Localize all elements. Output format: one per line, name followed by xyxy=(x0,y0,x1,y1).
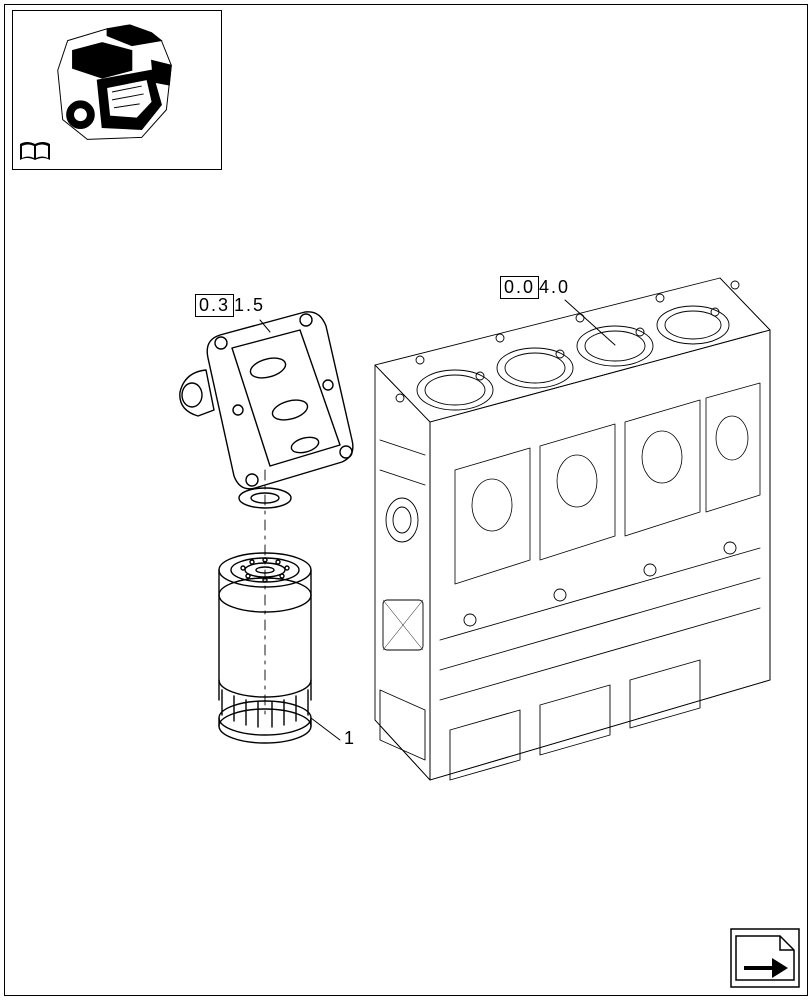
ref-label-0-31-5: 0.31.5 xyxy=(195,294,265,317)
ref-rest-1: 1.5 xyxy=(234,295,265,315)
ref-label-0-04-0: 0.04.0 xyxy=(500,276,570,299)
exploded-diagram xyxy=(0,0,812,1000)
callout-1: 1 xyxy=(344,728,354,749)
engine-block-drawing xyxy=(375,278,770,780)
next-page-icon[interactable] xyxy=(730,928,800,988)
filter-head-drawing xyxy=(180,312,353,508)
ref-boxed-2: 0.0 xyxy=(500,276,539,299)
ref-boxed-1: 0.3 xyxy=(195,294,234,317)
ref-rest-2: 4.0 xyxy=(539,277,570,297)
page: 0.31.5 0.04.0 1 xyxy=(0,0,812,1000)
